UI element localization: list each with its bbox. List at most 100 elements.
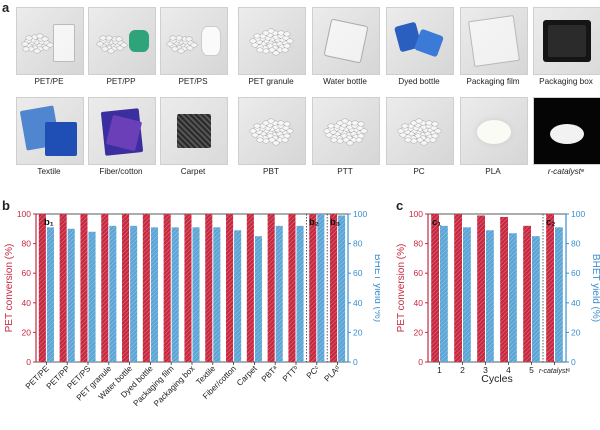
- conversion-bar: [101, 214, 109, 362]
- granule: [334, 132, 341, 137]
- granule: [47, 42, 53, 47]
- y2-tick-label: 100: [571, 209, 585, 219]
- granule: [256, 48, 263, 53]
- x-axis-title: Cycles: [481, 373, 513, 385]
- granule: [259, 36, 266, 41]
- y-axis-title: PET conversion (%): [4, 244, 15, 333]
- granule: [278, 134, 285, 139]
- granule: [176, 35, 183, 40]
- granule: [358, 122, 365, 127]
- granule: [117, 40, 124, 45]
- granule: [404, 138, 411, 143]
- granule: [431, 125, 438, 130]
- granule: [356, 138, 363, 143]
- granule: [169, 36, 176, 41]
- granule: [259, 126, 266, 131]
- granule: [32, 35, 39, 40]
- yield-bar: [338, 215, 346, 362]
- conversion-bar: [122, 214, 130, 362]
- granule: [357, 125, 364, 130]
- y-tick-label: 80: [22, 239, 32, 249]
- conversion-bar: [184, 214, 192, 362]
- granule: [252, 42, 259, 47]
- catalyst-pile: [550, 124, 584, 144]
- conversion-bar: [226, 214, 234, 362]
- box-inner: [548, 25, 586, 57]
- granule: [326, 132, 333, 137]
- granule: [187, 40, 194, 45]
- granule: [253, 127, 260, 132]
- y2-tick-label: 60: [353, 268, 363, 278]
- sample-photo: [16, 7, 84, 75]
- granule: [278, 120, 285, 125]
- granule: [28, 41, 35, 46]
- granule: [283, 125, 290, 130]
- conversion-bar: [59, 214, 67, 362]
- granule: [278, 44, 285, 49]
- yield-bar: [213, 227, 221, 362]
- powder-pile: [477, 120, 511, 144]
- granule: [186, 36, 193, 41]
- carpet-piece: [177, 114, 211, 148]
- y2-tick-label: 100: [353, 209, 367, 219]
- granule: [400, 132, 407, 137]
- granule: [100, 43, 107, 48]
- granule: [273, 124, 280, 129]
- green-piece: [129, 30, 149, 52]
- yield-bar: [555, 227, 563, 362]
- granule: [255, 130, 262, 135]
- granule: [330, 138, 337, 143]
- x-tick-label: 4: [506, 365, 511, 375]
- sample-photo: [88, 97, 156, 165]
- yield-bar: [234, 230, 242, 362]
- sample-photo: [160, 7, 228, 75]
- granule: [420, 132, 427, 137]
- granule: [39, 39, 46, 44]
- granule: [262, 135, 269, 140]
- yield-bar: [109, 225, 117, 362]
- conversion-bar: [523, 225, 531, 362]
- granule: [267, 134, 274, 139]
- granule: [411, 139, 418, 144]
- granule: [102, 41, 109, 46]
- granule: [414, 131, 421, 136]
- x-tick-label: PTTᵇ: [281, 364, 300, 383]
- panel-b-label: b: [2, 198, 10, 213]
- y2-tick-label: 80: [353, 239, 363, 249]
- granule: [273, 34, 280, 39]
- granule: [432, 122, 439, 127]
- granule: [343, 127, 350, 132]
- granule: [99, 36, 106, 41]
- granule: [104, 38, 111, 43]
- granule: [328, 123, 335, 128]
- granule: [430, 138, 437, 143]
- granule: [351, 131, 358, 136]
- yield-bar: [171, 227, 179, 362]
- granule: [415, 122, 422, 127]
- granule: [407, 123, 414, 128]
- granule: [42, 46, 49, 51]
- x-tick-label: 5: [529, 365, 534, 375]
- granule: [37, 37, 44, 42]
- granule: [278, 34, 285, 39]
- granule: [25, 39, 32, 44]
- granule: [262, 120, 269, 125]
- y2-tick-label: 20: [353, 327, 363, 337]
- granule: [253, 37, 260, 42]
- granule: [421, 124, 428, 129]
- granule: [352, 120, 359, 125]
- granule: [190, 42, 197, 47]
- granule: [278, 30, 285, 35]
- photo-label: PET/PS: [178, 77, 208, 86]
- subpanel-label: c₂: [546, 217, 556, 228]
- conversion-bar: [80, 214, 88, 362]
- granule: [342, 138, 349, 143]
- granule: [25, 36, 32, 41]
- conversion-bar: [500, 216, 508, 362]
- sample-photo: [160, 97, 228, 165]
- yield-bar: [67, 228, 75, 362]
- granule: [186, 46, 193, 51]
- granule: [361, 128, 368, 133]
- granule: [27, 47, 34, 52]
- photo-label: PTT: [337, 167, 353, 176]
